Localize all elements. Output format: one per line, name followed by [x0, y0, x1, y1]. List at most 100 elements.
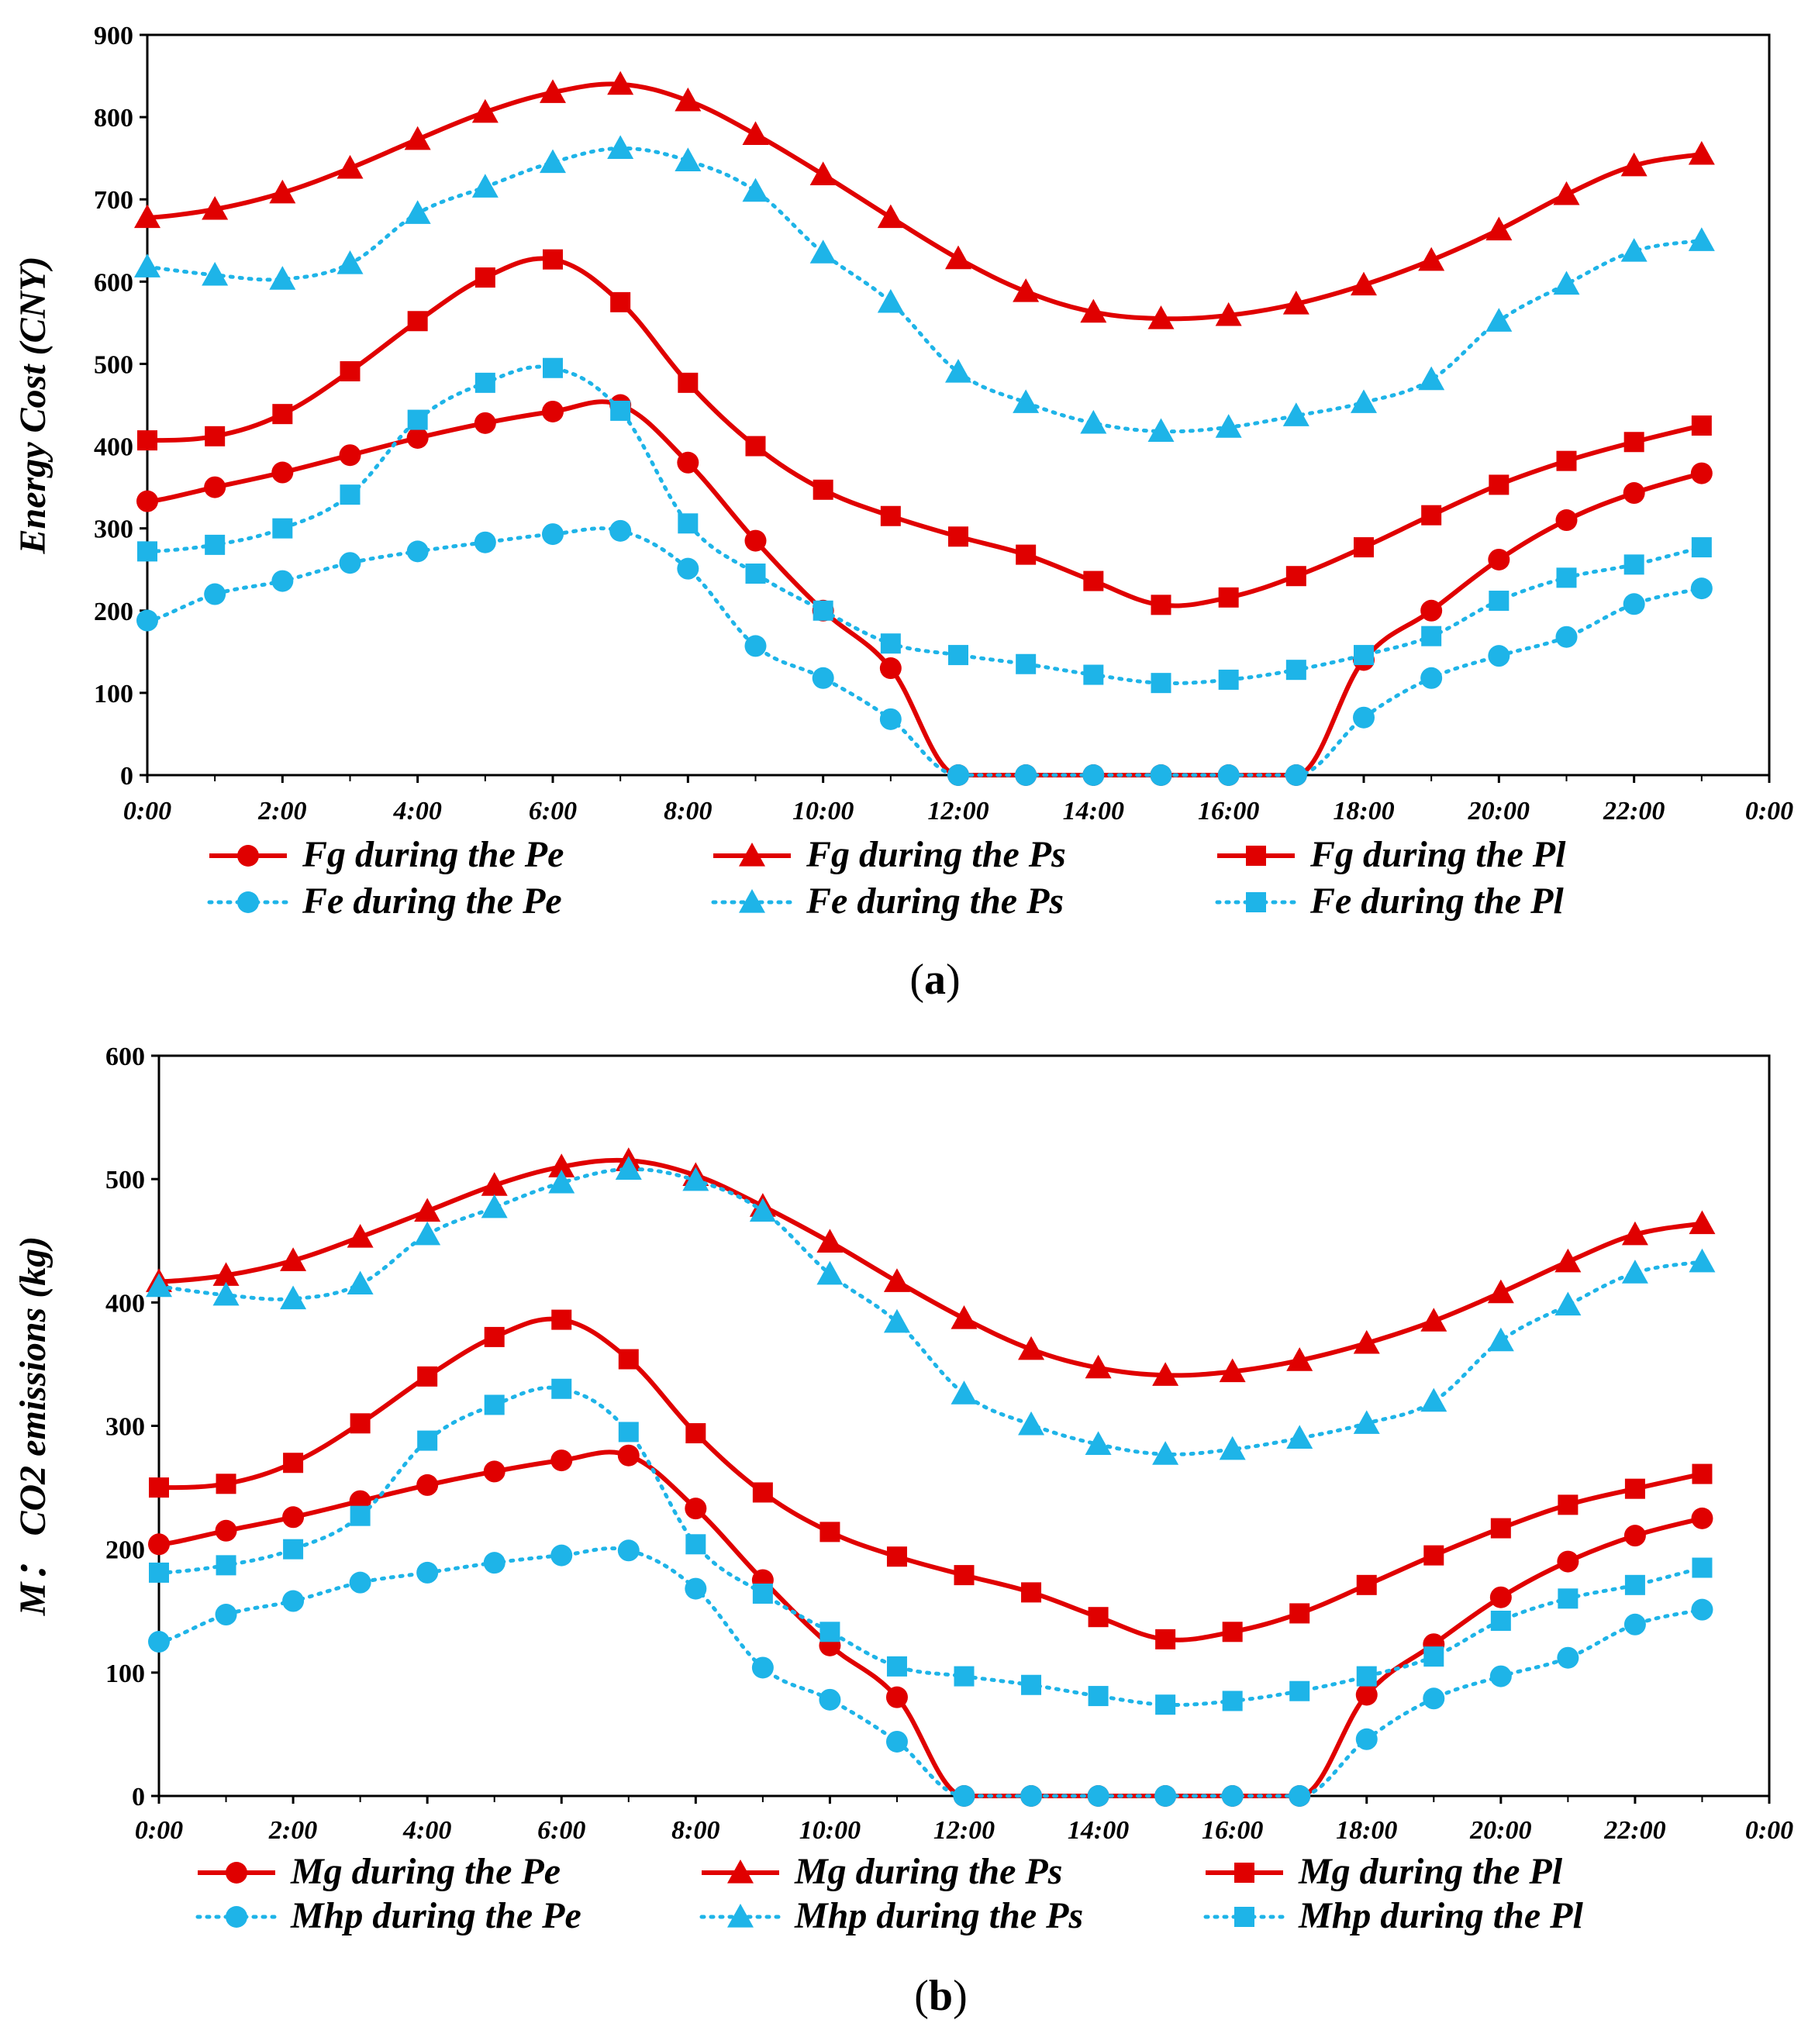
legend-swatch-marker — [739, 843, 765, 867]
y-tick-label: 400 — [105, 1289, 145, 1318]
data-point — [685, 1577, 707, 1600]
data-point — [1620, 238, 1648, 262]
data-point — [483, 1460, 505, 1483]
data-point — [340, 360, 361, 381]
legend-entry: Mg during the Pl — [1206, 1851, 1563, 1892]
data-point — [1016, 653, 1037, 674]
data-point — [1690, 577, 1713, 600]
data-point — [1147, 418, 1175, 443]
data-point — [885, 1686, 908, 1708]
data-point — [1218, 669, 1239, 690]
data-point — [543, 249, 563, 270]
data-point — [951, 1305, 978, 1329]
series-mhp-during-the-ps — [146, 1156, 1716, 1465]
series-mhp-during-the-pe — [148, 1539, 1713, 1807]
data-point — [1489, 1665, 1512, 1687]
legend-label: Mhp during the Ps — [794, 1895, 1083, 1936]
data-point — [216, 1474, 236, 1494]
data-point — [1221, 1785, 1244, 1807]
data-point — [751, 1656, 774, 1679]
data-point — [948, 645, 968, 666]
data-point — [752, 1583, 773, 1604]
data-point — [350, 1413, 371, 1434]
y-axis-label: M： CO2 emissions (kg) — [12, 1236, 53, 1616]
data-point — [745, 436, 766, 457]
x-tick-label: 12:00 — [933, 1816, 995, 1845]
chart-panel-b: 0 100 200 300 400 500 600 0:00 2:00 4:00 6:00 8:00 1… — [12, 1043, 1793, 2020]
data-point — [134, 253, 160, 277]
data-point — [1088, 1607, 1109, 1628]
data-point — [282, 1506, 305, 1529]
series-line — [145, 146, 1704, 434]
data-point — [149, 1562, 169, 1583]
data-point — [1021, 1582, 1042, 1603]
data-point — [1154, 1785, 1177, 1807]
data-point — [618, 1349, 639, 1370]
y-tick-label: 700 — [94, 186, 133, 215]
data-point — [269, 266, 296, 290]
data-point — [1420, 1308, 1447, 1332]
data-point — [1421, 505, 1442, 526]
data-point — [484, 1394, 505, 1415]
series-line — [147, 399, 1703, 778]
data-point — [1152, 1441, 1179, 1465]
data-point — [1553, 271, 1580, 295]
y-tick-label: 300 — [94, 515, 133, 544]
data-point — [749, 1198, 776, 1222]
data-point — [1557, 1646, 1579, 1669]
data-point — [809, 240, 837, 264]
x-tick-label: 14:00 — [1068, 1816, 1129, 1845]
x-tick-label: 10:00 — [799, 1816, 861, 1845]
legend-entry: Fe during the Pl — [1215, 881, 1564, 922]
data-point — [1557, 1550, 1579, 1573]
series-line — [158, 1157, 1703, 1378]
series-line — [157, 1385, 1704, 1707]
data-point — [272, 404, 293, 425]
data-point — [407, 409, 428, 430]
data-point — [1219, 1436, 1246, 1460]
data-point — [483, 1552, 505, 1574]
x-tick-label: 0:00 — [135, 1816, 183, 1845]
data-point — [947, 764, 969, 786]
data-point — [812, 667, 834, 689]
data-point — [1289, 1680, 1310, 1701]
data-point — [1689, 1210, 1716, 1235]
data-point — [1215, 414, 1242, 438]
data-point — [484, 1326, 505, 1347]
data-point — [1420, 667, 1443, 689]
x-tick-label: 22:00 — [1603, 797, 1665, 826]
legend-swatch-marker — [226, 1906, 247, 1928]
data-point — [269, 179, 296, 204]
x-tick-label: 20:00 — [1468, 797, 1530, 826]
data-point — [481, 1172, 508, 1196]
x-tick-label: 0:00 — [1745, 797, 1793, 826]
data-point — [813, 479, 833, 500]
x-tick-label: 6:00 — [529, 797, 577, 826]
series-fg-during-the-ps — [134, 71, 1715, 329]
data-point — [1355, 1728, 1378, 1750]
x-tick-label: 0:00 — [123, 797, 171, 826]
data-point — [1490, 1518, 1511, 1539]
data-point — [1621, 1260, 1648, 1284]
data-point — [474, 531, 496, 553]
legend-swatch-marker — [739, 889, 765, 913]
data-point — [813, 600, 833, 621]
data-point — [283, 1453, 304, 1474]
data-point — [1018, 1411, 1045, 1436]
data-point — [417, 1430, 438, 1451]
legend-swatch-marker — [1234, 1863, 1254, 1883]
x-tick-label: 12:00 — [927, 797, 989, 826]
data-point — [819, 1688, 841, 1711]
x-tick-label: 22:00 — [1603, 1816, 1665, 1845]
data-point — [1286, 1425, 1313, 1449]
panel-caption: (a) — [909, 956, 960, 1004]
data-point — [1624, 1574, 1645, 1595]
series-mg-during-the-ps — [146, 1147, 1716, 1386]
data-point — [744, 529, 767, 552]
data-point — [1489, 1586, 1512, 1608]
data-point — [1151, 595, 1171, 615]
data-point — [280, 1247, 307, 1271]
data-point — [1690, 462, 1713, 484]
data-point — [1691, 415, 1712, 436]
